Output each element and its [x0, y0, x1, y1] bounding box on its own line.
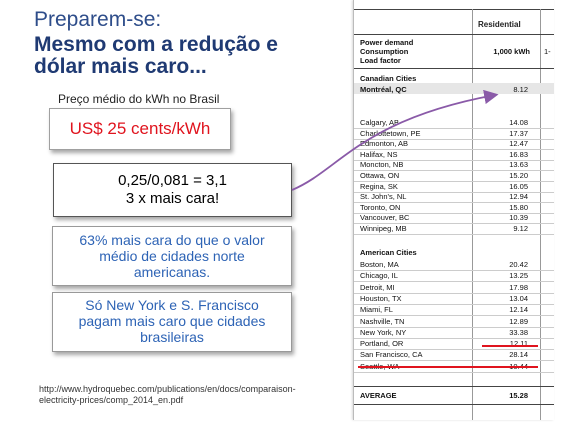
canadian-city-value: 17.37 — [509, 128, 528, 138]
american-city-name: Chicago, IL — [360, 271, 398, 281]
american-city-value: 28.14 — [509, 350, 528, 360]
table-column-header: Residential — [478, 20, 521, 29]
calc-formula: 0,25/0,081 = 3,1 — [118, 172, 227, 189]
ny-sf-box: Só New York e S. Francisco pagam mais ca… — [52, 292, 292, 352]
table-row-rule — [354, 360, 554, 362]
consumption-value: 1,000 kWh — [493, 47, 530, 56]
table-row-rule — [354, 202, 554, 204]
canadian-city-name: Edmonton, AB — [360, 139, 408, 149]
canadian-city-value: 13.63 — [509, 160, 528, 170]
american-city-name: Detroit, MI — [360, 282, 395, 292]
canadian-city-name: Winnipeg, MB — [360, 224, 407, 233]
ny-sf-line3: brasileiras — [140, 329, 204, 345]
source-line2: electricity-prices/comp_2014_en.pdf — [39, 395, 184, 405]
table-row-rule — [354, 212, 554, 214]
calc-box: 0,25/0,081 = 3,1 3 x mais cara! — [53, 163, 292, 217]
brazil-price-box: US$ 25 cents/kWh — [49, 108, 231, 150]
canadian-city-value: 16.05 — [509, 181, 528, 191]
american-city-name: Portland, OR — [360, 339, 404, 349]
american-city-name: Nashville, TN — [360, 316, 405, 326]
comparison-line1: 63% mais cara do que o valor — [79, 232, 265, 248]
table-row-rule — [354, 371, 554, 373]
american-city-name: Miami, FL — [360, 305, 393, 315]
ny-sf-line1: Só New York e S. Francisco — [85, 297, 259, 313]
american-city-value: 13.25 — [509, 271, 528, 281]
american-city-name: New York, NY — [360, 327, 407, 337]
table-top-rule — [354, 9, 554, 10]
table-column-divider-2 — [540, 9, 541, 420]
table-row-rule — [354, 281, 554, 283]
average-label: AVERAGE — [360, 391, 397, 400]
canadian-city-name: Toronto, ON — [360, 202, 401, 212]
table-row-rule — [354, 234, 554, 235]
slide-title-line2-text: Mesmo com a redução e — [34, 33, 278, 56]
slide-title-line2: Mesmo com a redução e dólar mais caro... — [34, 34, 278, 78]
american-city-name: Houston, TX — [360, 293, 402, 303]
ny-sf-line2: pagam mais caro que cidades — [78, 313, 266, 329]
american-cities-header: American Cities — [360, 248, 417, 257]
canadian-city-name: Ottawa, ON — [360, 171, 400, 180]
table-rule — [354, 404, 554, 405]
table-header-rule — [354, 34, 554, 35]
canadian-city-name: St. John's, NL — [360, 192, 407, 202]
slide-title-line3-text: dólar mais caro... — [34, 55, 207, 78]
next-column-fragment: 1- — [544, 47, 551, 56]
source-line1: http://www.hydroquebec.com/publications/… — [39, 384, 296, 394]
american-city-name: Boston, MA — [360, 260, 399, 269]
power-demand-label: Power demand — [360, 38, 414, 47]
canadian-city-value: 15.20 — [509, 171, 528, 180]
canadian-cities-header: Canadian Cities — [360, 74, 417, 83]
canadian-city-name: Regina, SK — [360, 181, 398, 191]
american-city-value: 12.89 — [509, 316, 528, 326]
load-factor-label: Load factor — [360, 56, 401, 65]
canadian-city-name: Calgary, AB — [360, 118, 400, 127]
brazil-price-value: US$ 25 cents/kWh — [69, 119, 211, 138]
comparison-line3: americanas. — [133, 264, 211, 280]
average-value: 15.28 — [509, 391, 528, 400]
new-york-value-underline — [482, 345, 538, 347]
table-row-rule — [354, 270, 554, 271]
slide-title-line1: Preparem-se: — [34, 8, 162, 31]
san-francisco-underline — [358, 366, 538, 368]
canadian-city-value: 8.12 — [513, 85, 528, 94]
consumption-label: Consumption — [360, 47, 409, 56]
canadian-city-value: 9.12 — [513, 224, 528, 233]
american-city-value: 20.42 — [509, 260, 528, 269]
canadian-city-value: 16.83 — [509, 149, 528, 159]
source-link[interactable]: http://www.hydroquebec.com/publications/… — [39, 384, 296, 406]
american-city-value: 33.38 — [509, 327, 528, 337]
table-column-divider — [472, 9, 473, 420]
canadian-city-name: Charlottetown, PE — [360, 128, 421, 138]
price-comparison-table: Residential Power demand Consumption 1,0… — [353, 0, 554, 420]
american-city-name: San Francisco, CA — [360, 350, 423, 360]
brazil-price-subtitle: Preço médio do kWh no Brasil — [58, 92, 220, 106]
table-rule — [354, 386, 554, 387]
table-row-rule — [354, 337, 554, 339]
table-row-rule — [354, 303, 554, 305]
canadian-city-value: 10.39 — [509, 213, 528, 223]
table-row-rule — [354, 292, 554, 294]
table-row-rule — [354, 191, 554, 193]
canadian-city-value: 12.94 — [509, 192, 528, 202]
canadian-city-name: Montréal, QC — [360, 85, 407, 94]
canadian-city-value: 14.08 — [509, 118, 528, 127]
table-row-rule — [354, 326, 554, 328]
canadian-city-value: 15.80 — [509, 202, 528, 212]
table-row-rule — [354, 315, 554, 317]
table-row-rule — [354, 223, 554, 225]
table-rule — [354, 68, 554, 69]
calc-result: 3 x mais cara! — [125, 190, 220, 207]
american-city-value: 17.98 — [509, 282, 528, 292]
table-row-rule — [354, 349, 554, 351]
canadian-city-name: Vancouver, BC — [360, 213, 410, 223]
canadian-city-name: Moncton, NB — [360, 160, 404, 170]
american-city-value: 12.11 — [509, 339, 528, 349]
comparison-line2: médio de cidades norte — [99, 248, 245, 264]
american-city-value: 13.04 — [509, 293, 528, 303]
comparison-box: 63% mais cara do que o valor médio de ci… — [52, 226, 292, 286]
canadian-city-name: Halifax, NS — [360, 149, 398, 159]
montreal-row-shade — [354, 83, 554, 94]
canadian-city-value: 12.47 — [509, 139, 528, 149]
american-city-value: 12.14 — [509, 305, 528, 315]
